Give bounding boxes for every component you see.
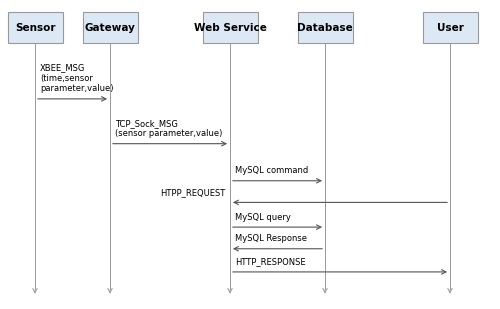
Text: MySQL query: MySQL query [235,213,291,222]
Bar [8,12,62,43]
Text: HTTP_RESPONSE: HTTP_RESPONSE [235,257,306,266]
Bar [82,12,138,43]
Text: XBEE_MSG
(time,sensor
parameter,value): XBEE_MSG (time,sensor parameter,value) [40,64,114,93]
Text: MySQL Response: MySQL Response [235,234,307,243]
Text: MySQL command: MySQL command [235,166,308,175]
Text: Web Service: Web Service [194,23,266,33]
Text: User: User [436,23,464,33]
Text: Sensor: Sensor [15,23,55,33]
Text: Database: Database [297,23,353,33]
Bar [422,12,478,43]
Bar [298,12,352,43]
Bar [202,12,258,43]
Text: HTPP_REQUEST: HTPP_REQUEST [160,188,225,197]
Text: TCP_Sock_MSG
(sensor parameter,value): TCP_Sock_MSG (sensor parameter,value) [115,119,222,138]
Text: Gateway: Gateway [84,23,136,33]
